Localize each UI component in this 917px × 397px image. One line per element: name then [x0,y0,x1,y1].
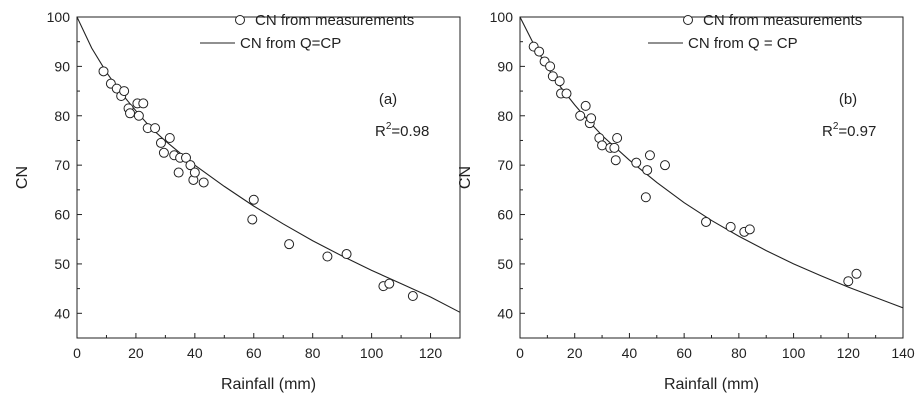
data-point [155,137,166,148]
chart-panel-b: 0 20 40 60 80 100 120 140 40 50 60 70 80 90 100 Rainfal… [457,9,915,393]
data-point [198,177,209,188]
x-tick-label: 40 [622,345,638,361]
data-point [547,71,558,82]
legend-label: CN from measurements [255,12,414,29]
data-point [284,239,295,250]
y-tick-label: 90 [54,58,70,74]
data-point [586,113,597,124]
legend-marker-symbol [235,15,245,25]
fitted-curve [77,17,460,313]
legend-label: CN from measurements [703,12,862,29]
x-tick-label: 60 [246,345,262,361]
data-point [642,165,653,176]
data-point [609,142,620,153]
legend-label: CN from Q = CP [688,35,798,52]
x-tick-label: 100 [782,345,806,361]
x-tick-label: 100 [360,345,384,361]
panel-label: (b) [839,91,857,108]
y-axis-title: CN [14,166,31,189]
x-tick-label: 80 [305,345,321,361]
data-point [612,132,623,143]
x-axis-title: Rainfall (mm) [221,376,316,393]
chart-panel-a: 0 20 40 60 80 100 120 40 50 60 70 80 90 100 Rainfall (… [14,9,461,393]
data-point [644,150,655,161]
data-point [744,224,755,235]
data-point [341,249,352,260]
data-point [125,108,136,119]
data-point [407,291,418,302]
fitted-curve [520,17,903,309]
x-tick-label: 20 [128,345,144,361]
r-squared-label: R2=0.98 [375,121,429,140]
data-point [534,46,545,57]
panel-label: (a) [379,91,397,108]
data-point [851,268,862,279]
data-point [248,194,259,205]
data-point [138,98,149,109]
data-point [247,214,258,225]
data-point [181,152,192,163]
x-tick-label: 20 [567,345,583,361]
data-point [640,192,651,203]
data-point [631,157,642,168]
data-point [725,221,736,232]
data-point [119,86,130,97]
data-point [580,100,591,111]
data-point [158,147,169,158]
r-squared-label: R2=0.97 [822,121,876,140]
y-tick-label: 80 [497,108,513,124]
data-point [164,132,175,143]
y-tick-label: 70 [54,157,70,173]
data-point [610,155,621,166]
y-tick-label: 60 [497,207,513,223]
y-tick-label: 40 [497,305,513,321]
data-point [173,167,184,178]
y-tick-label: 50 [497,256,513,272]
data-point [98,66,109,77]
data-point [545,61,556,72]
x-tick-label: 60 [676,345,692,361]
data-point [150,123,161,134]
data-point [133,110,144,121]
y-tick-label: 90 [497,58,513,74]
x-tick-label: 120 [419,345,443,361]
data-point [384,278,395,289]
plot-frame [76,16,461,339]
x-tick-label: 0 [73,345,81,361]
x-tick-label: 120 [837,345,861,361]
y-tick-label: 50 [54,256,70,272]
data-point [701,216,712,227]
legend-label: CN from Q=CP [240,35,341,52]
legend-marker-symbol [683,15,693,25]
data-point [575,110,586,121]
y-axis-title: CN [457,166,474,189]
data-point [554,76,565,87]
data-point [561,88,572,99]
y-tick-label: 70 [497,157,513,173]
plot-frame [519,16,904,339]
y-tick-label: 60 [54,207,70,223]
y-tick-label: 100 [47,9,71,25]
data-point [659,160,670,171]
x-tick-label: 0 [516,345,524,361]
data-point [322,251,333,262]
data-point [185,160,196,171]
data-point [597,140,608,151]
data-point [843,276,854,287]
x-tick-label: 140 [891,345,915,361]
x-tick-label: 80 [731,345,747,361]
data-point [189,167,200,178]
y-tick-label: 80 [54,108,70,124]
y-tick-label: 100 [490,9,514,25]
y-tick-label: 40 [54,305,70,321]
x-axis-title: Rainfall (mm) [664,376,759,393]
x-tick-label: 40 [187,345,203,361]
